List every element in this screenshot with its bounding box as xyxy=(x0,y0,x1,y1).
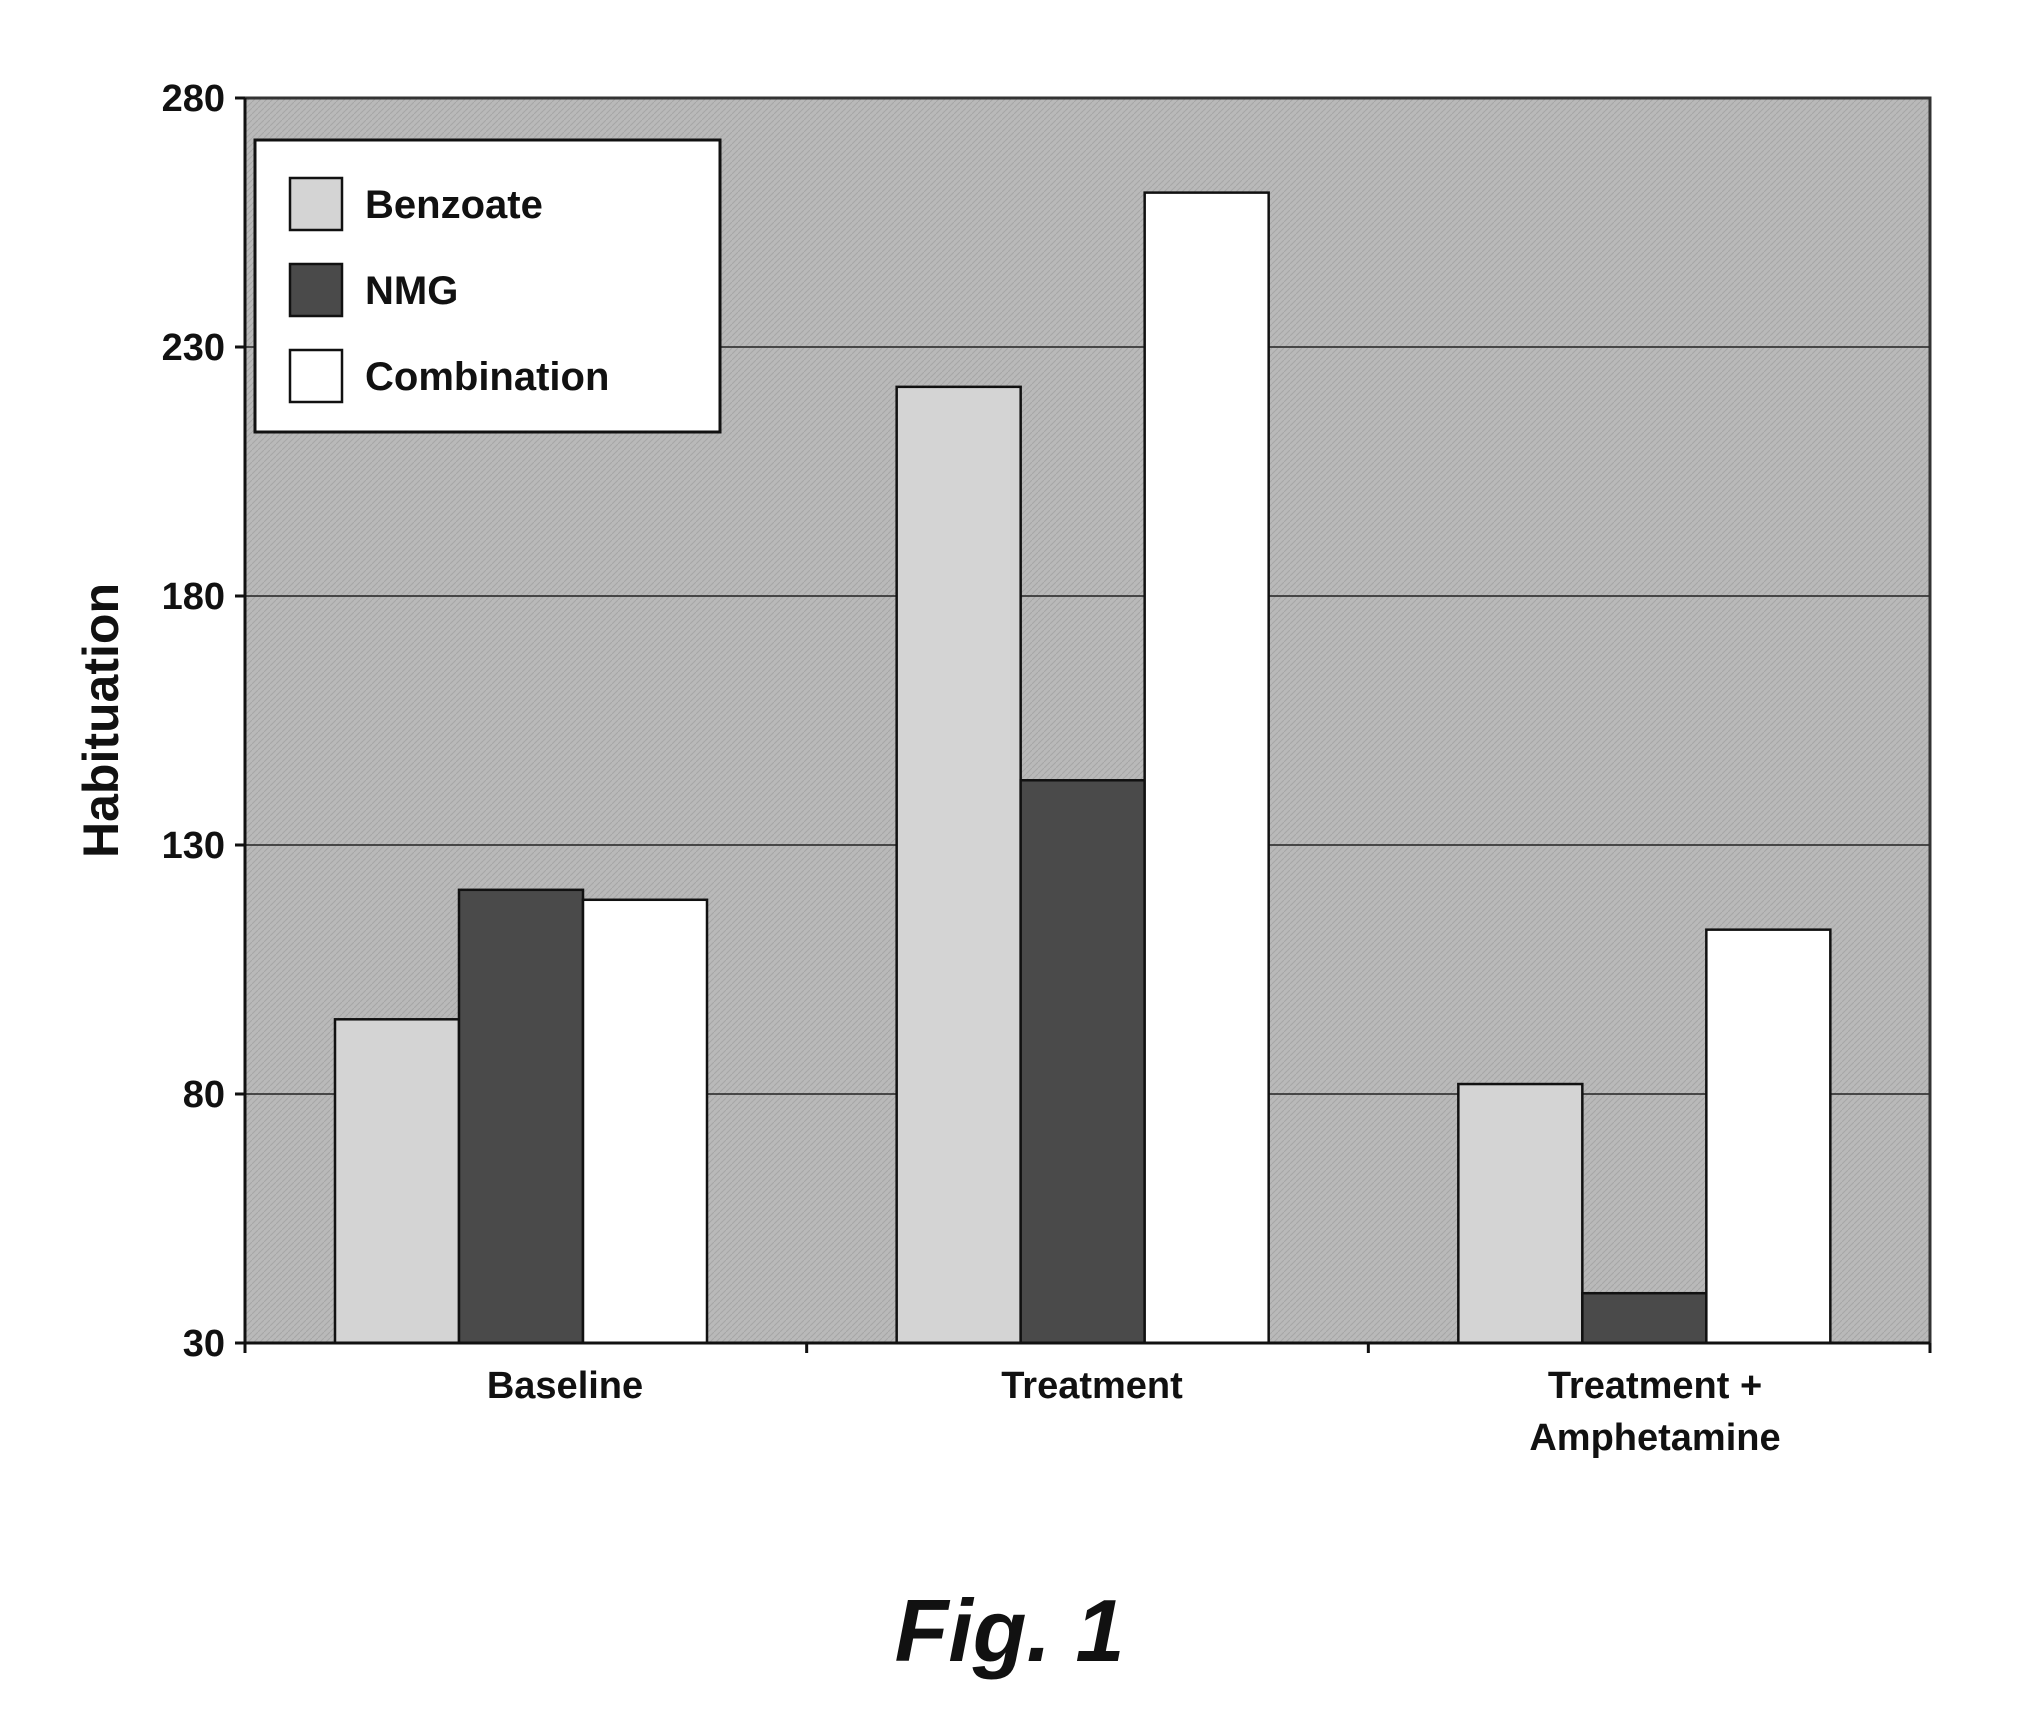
y-axis-label: Habituation xyxy=(73,583,129,858)
bar-benzoate-0 xyxy=(335,1019,459,1343)
bar-combination-2 xyxy=(1706,930,1830,1343)
legend-label: Combination xyxy=(365,355,609,399)
bar-benzoate-1 xyxy=(897,387,1021,1343)
legend-swatch xyxy=(290,350,342,402)
figure-caption: Fig. 1 xyxy=(0,1580,2019,1682)
legend-label: NMG xyxy=(365,269,458,313)
bar-benzoate-2 xyxy=(1458,1084,1582,1343)
bar-nmg-2 xyxy=(1582,1293,1706,1343)
x-tick-label: Baseline xyxy=(487,1365,643,1407)
legend-label: Benzoate xyxy=(365,183,543,227)
y-tick-label: 280 xyxy=(162,78,225,120)
y-tick-label: 230 xyxy=(162,327,225,369)
bar-combination-0 xyxy=(583,900,707,1343)
legend-swatch xyxy=(290,264,342,316)
bar-combination-1 xyxy=(1145,193,1269,1343)
y-tick-label: 30 xyxy=(183,1323,225,1365)
x-tick-label: Treatment xyxy=(1001,1365,1183,1407)
y-tick-label: 80 xyxy=(183,1074,225,1116)
x-tick-label: Amphetamine xyxy=(1529,1417,1780,1459)
y-tick-label: 130 xyxy=(162,825,225,867)
legend-swatch xyxy=(290,178,342,230)
x-tick-label: Treatment + xyxy=(1548,1365,1762,1407)
y-tick-label: 180 xyxy=(162,576,225,618)
bar-nmg-1 xyxy=(1021,780,1145,1343)
bar-nmg-0 xyxy=(459,890,583,1343)
